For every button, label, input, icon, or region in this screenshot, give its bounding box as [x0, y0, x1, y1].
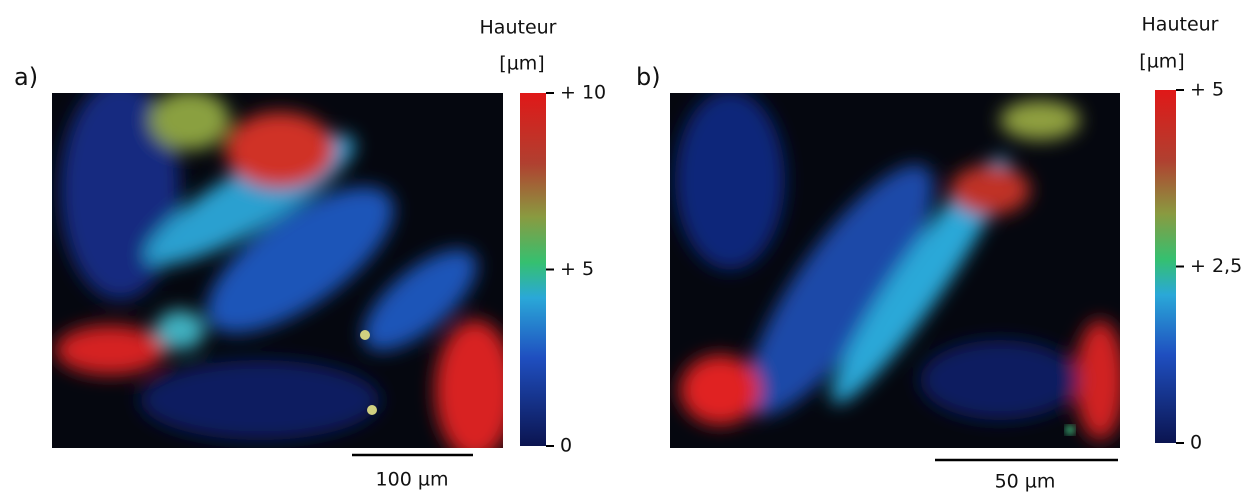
colorbar-tick-label: + 5	[560, 258, 594, 280]
panel-label: b)	[636, 63, 661, 91]
colorbar-tick-label: 0	[560, 435, 572, 457]
colorbar-tick-label: + 10	[560, 82, 606, 104]
colorbar-tick-label: + 2,5	[1190, 255, 1242, 277]
colorbar-tick-label: + 5	[1190, 79, 1224, 101]
colorbar-b	[1155, 90, 1176, 443]
colorbar-a	[520, 93, 546, 446]
colorbar-title: Hauteur	[1142, 14, 1219, 36]
colorbar-unit: [µm]	[1139, 51, 1184, 73]
height-map-a	[52, 93, 503, 448]
scale-bar-label: 50 µm	[995, 471, 1056, 492]
scale-bar-label: 100 µm	[376, 469, 449, 491]
height-map-b	[670, 93, 1120, 448]
colorbar-title: Hauteur	[480, 17, 557, 39]
colorbar-tick-label: 0	[1190, 432, 1202, 454]
colorbar-unit: [µm]	[499, 53, 544, 75]
panel-label: a)	[14, 63, 38, 91]
